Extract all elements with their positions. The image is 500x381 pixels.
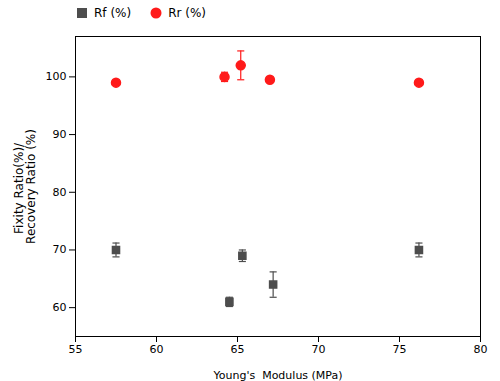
svg-text:Young's Modulus (MPa): Young's Modulus (MPa) xyxy=(212,369,342,381)
svg-text:80: 80 xyxy=(474,343,488,356)
svg-text:90: 90 xyxy=(53,128,67,141)
svg-text:70: 70 xyxy=(312,343,326,356)
svg-text:Fixity Ratio(%)/ Recovery Rati: Fixity Ratio(%)/ Recovery Ratio (%) xyxy=(12,129,38,244)
svg-text:70: 70 xyxy=(53,243,67,256)
svg-text:80: 80 xyxy=(53,186,67,199)
svg-text:60: 60 xyxy=(53,301,67,314)
svg-text:100: 100 xyxy=(46,70,67,83)
svg-text:75: 75 xyxy=(393,343,407,356)
svg-text:65: 65 xyxy=(231,343,245,356)
svg-text:60: 60 xyxy=(150,343,164,356)
svg-text:55: 55 xyxy=(69,343,83,356)
html-text:Rr (%): Rr (%) xyxy=(168,6,206,20)
html-text:Rf (%): Rf (%) xyxy=(94,6,132,20)
